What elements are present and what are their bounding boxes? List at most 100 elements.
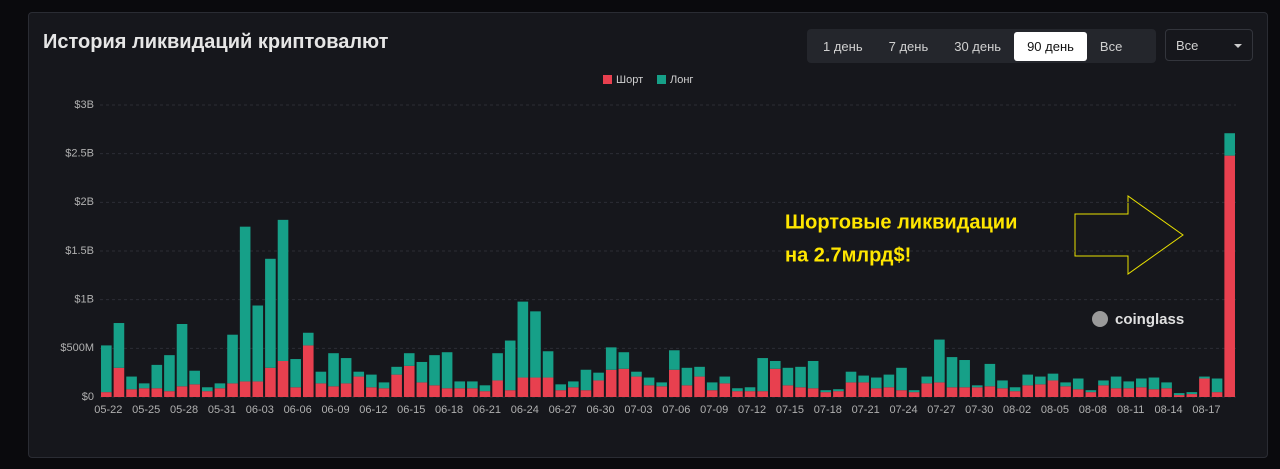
- bar-segment: [870, 377, 882, 389]
- bar-segment: [429, 355, 440, 386]
- bar-segment: [618, 352, 630, 369]
- arrow: [1074, 195, 1184, 275]
- bar-segment: [1098, 385, 1109, 397]
- bar-segment: [1035, 384, 1046, 397]
- bar-segment: [795, 387, 806, 397]
- x-tick-label: 07-09: [700, 404, 728, 416]
- range-button[interactable]: 7 день: [888, 38, 929, 54]
- bar-segment: [1173, 393, 1185, 396]
- bar-segment: [681, 385, 693, 397]
- bar-segment: [706, 390, 718, 397]
- bar-segment: [984, 363, 996, 387]
- bar-segment: [126, 376, 137, 390]
- x-tick-label: 06-24: [511, 404, 539, 416]
- bar-segment: [416, 382, 428, 397]
- bar-segment: [656, 382, 667, 387]
- bar-segment: [934, 339, 945, 383]
- bar-segment: [189, 384, 200, 397]
- bar-segment: [239, 226, 251, 382]
- x-tick-label: 06-18: [435, 404, 463, 416]
- bar-segment: [315, 383, 327, 397]
- dropdown[interactable]: Все: [1165, 29, 1253, 61]
- x-tick-label: 06-15: [397, 404, 425, 416]
- y-tick-label: $500M: [60, 342, 94, 354]
- bar-segment: [833, 391, 844, 397]
- bar-segment: [769, 360, 781, 369]
- x-tick-label: 08-02: [1003, 404, 1031, 416]
- bar-segment: [479, 385, 491, 392]
- bar-segment: [694, 366, 705, 377]
- bar-segment: [1110, 388, 1122, 397]
- x-tick-label: 06-06: [284, 404, 312, 416]
- bar-segment: [1035, 376, 1046, 385]
- range-button[interactable]: 90 день: [1014, 31, 1087, 61]
- bar-segment: [605, 369, 617, 397]
- bar-segment: [328, 353, 339, 387]
- x-tick-label: 07-12: [738, 404, 766, 416]
- bar-segment: [1022, 374, 1034, 386]
- bar-segment: [227, 383, 238, 397]
- range-button[interactable]: 30 день: [954, 38, 1002, 54]
- bar-segment: [113, 367, 125, 397]
- x-tick-label: 05-28: [170, 404, 198, 416]
- range-button[interactable]: Все: [1099, 38, 1123, 54]
- bar-segment: [732, 388, 743, 392]
- bar-segment: [984, 386, 996, 397]
- bar-segment: [542, 351, 554, 378]
- bar-segment: [744, 387, 756, 392]
- bar-segment: [959, 360, 970, 388]
- watermark: coinglass: [1115, 311, 1184, 328]
- bar-segment: [1085, 392, 1097, 397]
- bar-segment: [1098, 380, 1109, 386]
- bar-segment: [1047, 373, 1059, 381]
- bar-segment: [328, 386, 339, 397]
- x-tick-label: 08-05: [1041, 404, 1069, 416]
- bar-segment: [1173, 395, 1185, 397]
- bar-segment: [769, 368, 781, 397]
- bar-segment: [959, 387, 970, 397]
- range-button[interactable]: 1 день: [823, 38, 863, 54]
- bar-segment: [568, 387, 579, 397]
- bar-segment: [391, 374, 402, 397]
- x-tick-label: 06-09: [321, 404, 349, 416]
- legend-swatch: [657, 75, 666, 84]
- bar-segment: [921, 376, 933, 384]
- bar-segment: [504, 390, 516, 397]
- bar-segment: [669, 350, 680, 370]
- bar-segment: [467, 388, 478, 397]
- x-tick-label: 08-17: [1192, 404, 1220, 416]
- bar-segment: [1161, 382, 1172, 389]
- bar-segment: [719, 376, 731, 384]
- y-tick-label: $2B: [74, 196, 94, 208]
- bar-segment: [138, 388, 150, 397]
- bar-segment: [492, 353, 503, 381]
- bar-segment: [403, 365, 415, 397]
- bar-segment: [101, 345, 112, 393]
- bar-segment: [946, 357, 958, 388]
- y-tick-label: $2.5B: [65, 148, 94, 160]
- x-tick-label: 08-14: [1155, 404, 1183, 416]
- bar-segment: [252, 305, 264, 382]
- bar-segment: [277, 219, 289, 361]
- bar-segment: [366, 387, 377, 397]
- x-tick-label: 07-24: [889, 404, 917, 416]
- bar-segment: [883, 387, 895, 397]
- bar-segment: [1022, 385, 1034, 397]
- bar-segment: [997, 380, 1008, 389]
- x-tick-label: 06-03: [246, 404, 274, 416]
- bar-segment: [971, 387, 983, 397]
- x-tick-label: 05-31: [208, 404, 236, 416]
- x-tick-label: 07-15: [776, 404, 804, 416]
- x-tick-label: 07-03: [624, 404, 652, 416]
- bar-segment: [302, 332, 314, 346]
- bar-segment: [580, 390, 592, 397]
- logo-icon: [1092, 311, 1108, 327]
- x-tick-label: 05-22: [94, 404, 122, 416]
- bar-segment: [921, 383, 933, 397]
- bar-segment: [732, 391, 743, 397]
- bar-segment: [593, 380, 604, 397]
- bar-segment: [340, 383, 352, 397]
- bar-segment: [530, 311, 541, 378]
- legend-label: Лонг: [670, 74, 693, 86]
